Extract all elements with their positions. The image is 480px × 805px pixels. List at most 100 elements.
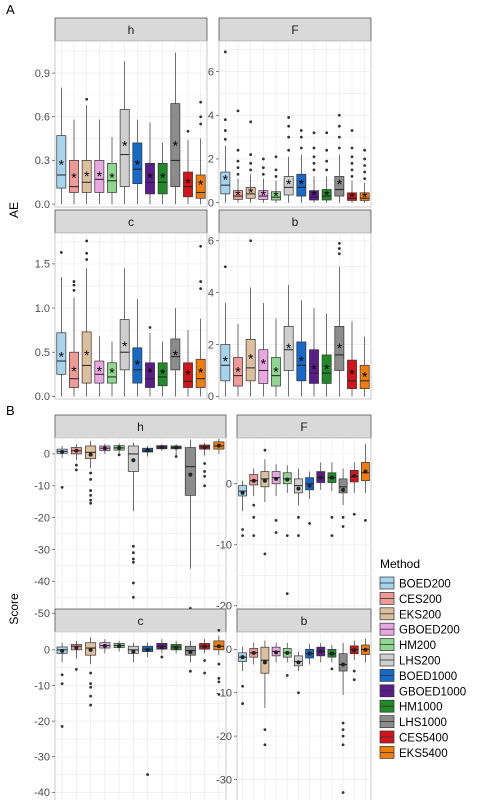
- outlier-point: [325, 149, 328, 152]
- mean-marker: *: [84, 347, 90, 363]
- mean-marker: [341, 663, 345, 667]
- outlier-point: [61, 486, 64, 489]
- mean-marker: *: [299, 176, 305, 192]
- outlier-point: [262, 158, 265, 161]
- outlier-point: [224, 138, 227, 141]
- legend-item-HM200: HM200: [380, 639, 436, 653]
- panel-b-h: h0-10-20-30-40-50: [34, 415, 226, 620]
- outlier-point: [338, 242, 341, 245]
- mean-marker: [117, 644, 121, 648]
- outlier-point: [241, 528, 244, 531]
- y-tick-label: 0: [44, 449, 50, 461]
- mean-marker: [285, 477, 289, 481]
- mean-marker: [174, 446, 178, 450]
- outlier-point: [199, 287, 202, 290]
- outlier-point: [189, 670, 192, 673]
- mean-marker: [131, 650, 135, 654]
- mean-marker: *: [109, 169, 115, 185]
- mean-marker: [308, 484, 312, 488]
- outlier-point: [199, 123, 202, 126]
- outlier-point: [363, 164, 366, 167]
- outlier-point: [342, 735, 345, 738]
- mean-marker: [217, 444, 221, 448]
- mean-marker: [252, 479, 256, 483]
- outlier-point: [237, 166, 240, 169]
- outlier-point: [217, 629, 220, 632]
- outlier-point: [351, 168, 354, 171]
- chart-group-a: h0.00.30.60.9************F0246**********…: [6, 2, 371, 403]
- y-tick-label: -30: [34, 752, 50, 764]
- legend-label: CES5400: [399, 733, 448, 745]
- facet-label: c: [138, 614, 144, 628]
- mean-marker: [203, 446, 207, 450]
- legend-label: BOED200: [399, 579, 451, 591]
- mean-marker: [263, 479, 267, 483]
- outlier-point: [241, 534, 244, 537]
- mean-marker: *: [235, 187, 241, 203]
- y-tick-label: -20: [34, 716, 50, 728]
- outlier-point: [249, 120, 252, 123]
- outlier-point: [199, 280, 202, 283]
- mean-marker: *: [59, 349, 65, 365]
- outlier-point: [300, 147, 303, 150]
- outlier-point: [75, 668, 78, 671]
- y-tick-label: 4: [208, 110, 214, 122]
- outlier-point: [241, 685, 244, 688]
- y-axis-label: Score: [7, 593, 21, 625]
- y-tick-label: 2: [208, 339, 214, 351]
- legend-item-LHS1000: LHS1000: [380, 716, 447, 730]
- mean-marker: *: [59, 156, 65, 172]
- mean-marker: [89, 453, 93, 457]
- outlier-point: [132, 558, 135, 561]
- outlier-point: [203, 659, 206, 662]
- outlier-point: [89, 499, 92, 502]
- y-tick-label: -10: [216, 688, 232, 700]
- mean-marker: *: [147, 169, 153, 185]
- y-tick-label: 0: [208, 197, 214, 209]
- mean-marker: [330, 476, 334, 480]
- outlier-point: [325, 168, 328, 171]
- outlier-point: [342, 722, 345, 725]
- mean-marker: *: [248, 185, 254, 201]
- y-tick-label: 0: [44, 645, 50, 657]
- legend: MethodBOED200CES200EKS200GBOED200HM200LH…: [380, 557, 466, 760]
- outlier-point: [73, 280, 76, 283]
- outlier-point: [60, 251, 63, 254]
- mean-marker: *: [135, 156, 141, 172]
- legend-item-GBOED200: GBOED200: [380, 623, 460, 637]
- legend-item-GBOED1000: GBOED1000: [380, 685, 466, 699]
- mean-marker: [188, 650, 192, 654]
- y-tick-label: -20: [34, 512, 50, 524]
- outlier-point: [85, 98, 88, 101]
- outlier-point: [300, 129, 303, 132]
- outlier-point: [73, 284, 76, 287]
- outlier-point: [351, 129, 354, 132]
- outlier-point: [89, 502, 92, 505]
- legend-item-EKS200: EKS200: [380, 608, 441, 622]
- mean-marker: *: [71, 363, 77, 379]
- outlier-point: [249, 153, 252, 156]
- mean-marker: [160, 645, 164, 649]
- mean-marker: *: [160, 169, 166, 185]
- mean-marker: *: [147, 365, 153, 381]
- y-tick-label: 1.0: [35, 303, 50, 315]
- outlier-point: [275, 168, 278, 171]
- legend-item-BOED1000: BOED1000: [380, 669, 457, 683]
- outlier-point: [351, 175, 354, 178]
- y-tick-label: 0: [226, 644, 232, 656]
- mean-marker: [217, 644, 221, 648]
- panel-a-h: h0.00.30.60.9************: [35, 18, 207, 211]
- outlier-point: [342, 516, 345, 519]
- outlier-point: [331, 534, 334, 537]
- outlier-point: [275, 519, 278, 522]
- mean-marker: *: [223, 172, 229, 188]
- outlier-point: [313, 131, 316, 134]
- outlier-point: [237, 173, 240, 176]
- outlier-point: [199, 101, 202, 104]
- legend-item-EKS5400: EKS5400: [380, 746, 448, 760]
- outlier-point: [160, 656, 163, 659]
- outlier-point: [363, 149, 366, 152]
- mean-marker: [296, 660, 300, 664]
- legend-label: GBOED200: [399, 625, 460, 637]
